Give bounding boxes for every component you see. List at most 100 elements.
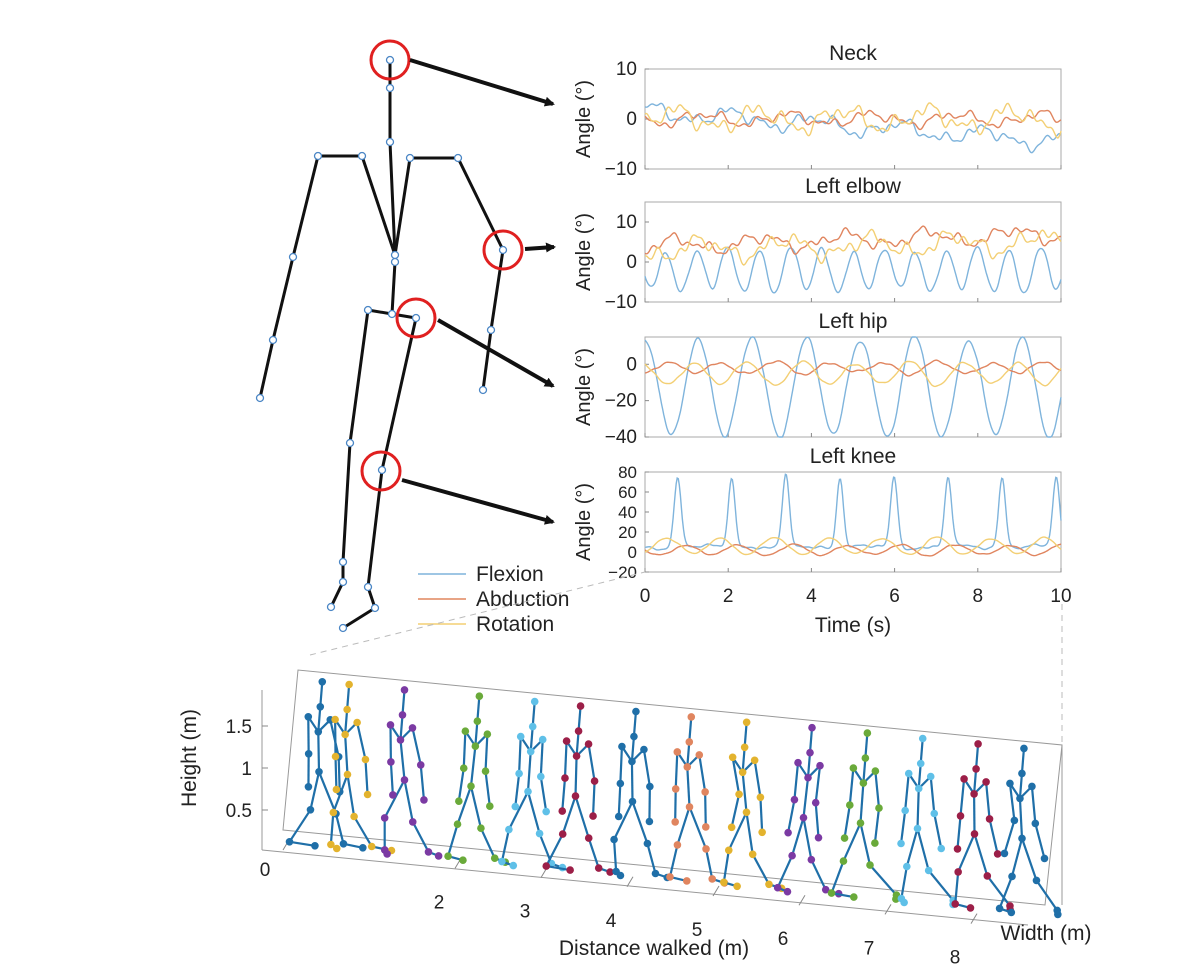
walk-joint-rKn (702, 845, 710, 853)
walk-joint-neck (861, 754, 870, 762)
walk-joint-lFt (666, 873, 674, 881)
walk-bone (619, 746, 624, 784)
walk-joint-head (318, 678, 327, 686)
walk-joint-lSh (461, 727, 470, 735)
walk-bone (869, 864, 898, 896)
walk-joint-lFt (827, 889, 836, 897)
walk-frame-0 (285, 678, 367, 852)
walk-joint-pel (315, 768, 323, 776)
walk-joint-lSh (386, 721, 395, 729)
walk-frame-3 (444, 692, 510, 866)
walk-bone (1018, 773, 1024, 799)
joint-hipC (387, 309, 397, 319)
walk-bone (419, 764, 426, 801)
walk-bone (346, 774, 356, 817)
walk-frame-11 (897, 734, 958, 909)
walk-bone (900, 866, 908, 899)
legend-label-rotation: Rotation (476, 613, 554, 636)
walk-joint-lTo (850, 893, 858, 901)
walk-joint-rHa (420, 796, 428, 804)
joint-rKnee (377, 465, 387, 475)
walk-joint-head (576, 702, 585, 710)
walk-frame-5 (542, 702, 614, 876)
walk-joint-rTo (434, 852, 443, 860)
panel-0: Neck 10 0 −10 Angle (°) (573, 42, 1062, 180)
walk-joint-lEl (901, 806, 909, 815)
walk-joint-rTo (359, 844, 367, 852)
series-line-rotation (644, 360, 1062, 388)
walk-bone (688, 716, 693, 742)
walk-bone (957, 833, 976, 873)
walk-frame-12 (951, 740, 1014, 914)
walk-bone (842, 822, 862, 862)
walk-joint-rHa (758, 828, 766, 837)
walk-joint-rHa (589, 812, 597, 820)
walk-bone (929, 776, 936, 814)
walk-bone (1003, 820, 1016, 854)
distance-axis-label: Distance walked (m) (559, 937, 749, 960)
walk-bone (745, 812, 754, 855)
walk-bone (862, 758, 867, 784)
walk-joint-pel (685, 803, 694, 811)
walk-joint-lHa (840, 834, 849, 842)
bone-rHip-rKnee (380, 316, 418, 472)
walk-bone (642, 749, 651, 787)
arrow-left-elbow (524, 242, 556, 253)
walk-joint-rEl (811, 798, 820, 807)
walk-joint-lHa (953, 845, 962, 853)
arrow-neck (409, 58, 555, 107)
walk-joint-lHa (511, 802, 520, 811)
walk-bone (617, 783, 622, 817)
walk-bone (591, 781, 596, 817)
walk-bone (676, 806, 691, 846)
walk-joint-chest (970, 790, 978, 798)
walk-bone (916, 788, 920, 829)
distance-axis (261, 849, 1029, 926)
y-tick-label: 40 (618, 503, 637, 522)
walk-joint-lEl (735, 790, 743, 799)
walk-joint-lKn (505, 825, 513, 834)
panel-title: Left elbow (805, 175, 902, 198)
distance-tick-label: 3 (520, 902, 531, 923)
walk-bone (447, 823, 459, 857)
walk-bone (919, 738, 924, 764)
walk-bone (411, 821, 430, 853)
walk-bone (399, 714, 404, 740)
walk-joint-lEl (616, 779, 625, 788)
walk-bone (741, 772, 748, 813)
height-axis-label: Height (m) (178, 709, 201, 807)
walk-bone (356, 722, 367, 760)
distance-tick (712, 885, 720, 897)
walk-joint-lKn (724, 846, 733, 855)
bone-rAnk2-rToe (341, 606, 377, 630)
neck-highlight-circle (369, 39, 411, 81)
walk-joint-lFt (285, 838, 294, 846)
walk-joint-lFt (773, 883, 782, 892)
walk-joint-chest (314, 728, 323, 736)
walk-joint-lFt (542, 862, 551, 870)
series-line-abduction (644, 109, 1062, 131)
y-tick-label: −20 (608, 563, 637, 582)
bone-lElb-lWr (271, 255, 295, 342)
walk-joint-lFt (951, 900, 960, 908)
walk-joint-lKn (329, 808, 338, 817)
series-line-abduction (644, 543, 1062, 557)
walk-joint-pel (799, 813, 808, 822)
walk-joint-chest (804, 773, 812, 782)
walk-bone (546, 865, 571, 872)
walk-bone (469, 746, 477, 787)
series-line-rotation (644, 536, 1062, 556)
walk-bone (457, 768, 465, 802)
walk-joint-lTo (966, 904, 975, 912)
walk-joint-lSh (904, 769, 913, 778)
walk-bone (727, 811, 748, 851)
joint-lHip (363, 305, 373, 315)
distance-tick-label: 4 (606, 911, 617, 932)
y-tick-label: −10 (605, 159, 637, 180)
walk-joint-rFt (594, 864, 603, 872)
walk-bone (289, 840, 316, 847)
y-tick-label: 60 (618, 483, 637, 502)
walk-bone (741, 747, 746, 773)
walk-bone (456, 785, 473, 825)
walk-joint-lSh (304, 713, 313, 721)
